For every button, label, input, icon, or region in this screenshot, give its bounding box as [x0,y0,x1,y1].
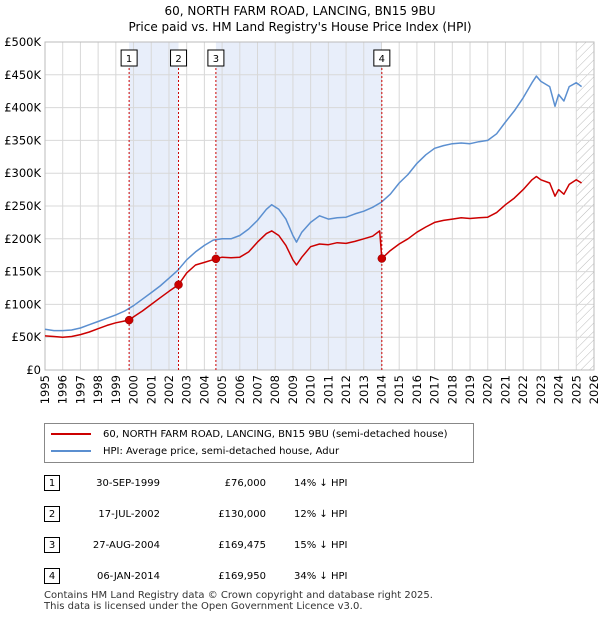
sale-hpi-diff: 12% ↓ HPI [294,509,348,520]
x-tick-label: 1998 [91,375,105,404]
sale-date: 17-JUL-2002 [98,509,160,520]
sale-price: £169,475 [218,540,266,551]
y-tick-label: £50K [12,330,42,344]
x-tick-label: 2002 [162,375,176,404]
plot-border [44,41,595,371]
legend-label-hpi: HPI: Average price, semi-detached house,… [103,446,340,457]
legend-label-property: 60, NORTH FARM ROAD, LANCING, BN15 9BU (… [103,429,448,440]
x-tick-label: 2018 [445,375,459,404]
legend-swatch-hpi [51,450,91,452]
x-tick-label: 2013 [357,375,371,404]
x-tick-label: 2005 [215,375,229,404]
sale-marker-label: 2 [175,54,181,65]
chart-title: 60, NORTH FARM ROAD, LANCING, BN15 9BU P… [0,3,600,35]
x-tick-label: 2004 [197,375,211,404]
y-tick-label: £250K [4,199,41,213]
y-tick-label: £300K [4,166,41,180]
x-tick-label: 2023 [534,375,548,404]
x-tick-label: 2020 [481,375,495,404]
x-tick-label: 2015 [392,375,406,404]
x-tick-label: 2022 [516,375,530,404]
sale-price: £130,000 [218,509,266,520]
sale-hpi-diff: 14% ↓ HPI [294,478,348,489]
title-line-2: Price paid vs. HM Land Registry's House … [128,20,472,34]
y-tick-label: £150K [4,265,41,279]
x-tick-label: 2001 [144,375,158,404]
footer-attribution: Contains HM Land Registry data © Crown c… [44,590,433,612]
y-tick-label: £350K [4,133,41,147]
x-tick-label: 1997 [73,375,87,404]
sale-point [174,280,183,289]
x-tick-label: 2017 [428,375,442,404]
sale-date: 30-SEP-1999 [96,478,160,489]
x-tick-label: 2008 [268,375,282,404]
x-tick-label: 2007 [251,375,265,404]
sale-point [377,254,387,263]
sale-number-badge: 4 [44,568,60,584]
sale-hpi-diff: 15% ↓ HPI [294,540,348,551]
x-tick-label: 2014 [374,375,388,404]
chart-legend: 60, NORTH FARM ROAD, LANCING, BN15 9BU (… [44,423,474,463]
title-line-1: 60, NORTH FARM ROAD, LANCING, BN15 9BU [164,4,436,18]
legend-item-property: 60, NORTH FARM ROAD, LANCING, BN15 9BU (… [51,427,448,443]
sale-marker-box [120,49,138,67]
sale-marker-box [373,49,391,67]
x-tick-label: 2026 [587,375,600,404]
x-tick-label: 2019 [463,375,477,404]
price-chart: £0 £50K £100K £150K £200K £250K £300K £350K £400… [4,35,600,404]
x-tick-label: 2009 [286,375,300,404]
sale-row: 4 06-JAN-2014 £169,950 34% ↓ HPI [44,568,464,586]
x-tick-label: 2024 [552,375,566,404]
sale-marker-label: 1 [126,54,132,65]
x-tick-label: 2003 [180,375,194,404]
legend-item-hpi: HPI: Average price, semi-detached house,… [51,444,339,460]
footer-line-1: Contains HM Land Registry data © Crown c… [44,590,433,601]
legend-swatch-property [51,433,91,435]
y-tick-label: £100K [4,297,41,311]
property-price-line [44,175,582,338]
footer-line-2: This data is licensed under the Open Gov… [44,601,363,612]
y-tick-label: £200K [4,232,41,246]
x-tick-label: 2010 [304,375,318,404]
x-tick-label: 1999 [109,375,123,404]
sale-date: 27-AUG-2004 [92,540,160,551]
x-tick-label: 2006 [233,375,247,404]
sale-number-badge: 1 [44,475,60,491]
x-tick-label: 2021 [498,375,512,404]
sale-row: 1 30-SEP-1999 £76,000 14% ↓ HPI [44,475,464,493]
hpi-line [44,75,583,332]
sale-number-badge: 2 [44,506,60,522]
x-tick-label: 2012 [339,375,353,404]
y-tick-label: £450K [4,68,41,82]
x-tick-label: 2000 [127,375,141,404]
y-tick-label: £400K [4,101,41,115]
x-tick-label: 1995 [38,375,52,404]
sale-point [211,254,221,264]
sale-price: £76,000 [224,478,266,489]
sale-row: 3 27-AUG-2004 £169,475 15% ↓ HPI [44,537,464,555]
x-tick-label: 1996 [56,375,70,404]
sale-point [124,315,134,325]
sale-marker-box [207,49,225,67]
sale-date: 06-JAN-2014 [96,571,160,582]
sale-marker-box [170,49,188,67]
sale-marker-label: 4 [379,54,385,65]
x-tick-label: 2011 [321,375,335,404]
sale-row: 2 17-JUL-2002 £130,000 12% ↓ HPI [44,506,464,524]
sale-number-badge: 3 [44,537,60,553]
sale-hpi-diff: 34% ↓ HPI [294,571,348,582]
x-tick-label: 2025 [569,375,583,404]
sale-marker-label: 3 [213,54,219,65]
sale-price: £169,950 [218,571,266,582]
y-tick-label: £0 [26,363,41,377]
y-tick-label: £500K [4,35,41,49]
x-tick-label: 2016 [410,375,424,404]
